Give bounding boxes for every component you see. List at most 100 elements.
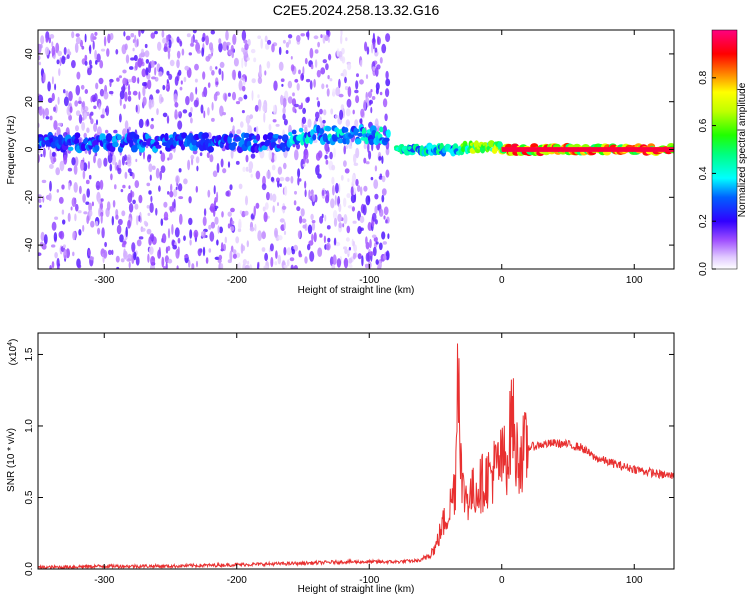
spectrogram-noise-cell [88, 174, 92, 180]
spectrogram-noise-cell [131, 75, 137, 84]
spectrogram-noise-cell [283, 264, 288, 269]
spectrogram-noise-cell [263, 112, 266, 123]
spectrogram-noise-cell [249, 264, 253, 269]
spectrogram-noise-cell [51, 92, 55, 102]
spectrogram-noise-cell [94, 152, 98, 157]
spectrogram-noise-cell [195, 42, 201, 53]
spectrogram-noise-cell [365, 252, 370, 262]
spectrogram-noise-cell [138, 30, 141, 38]
spectrogram-noise-cell [347, 205, 353, 209]
spectrogram-noise-cell [289, 257, 295, 262]
spectrogram-noise-cell [125, 54, 130, 64]
spectrogram-noise-cell [264, 70, 267, 76]
spectrogram-noise-cell [161, 30, 165, 38]
spectrogram-noise-cell [192, 30, 197, 34]
spectrogram-noise-cell [283, 162, 287, 170]
spectrogram-noise-cell [74, 42, 79, 53]
spectrogram-noise-cell [51, 45, 56, 56]
spectrogram-noise-cell [104, 241, 107, 248]
spectrogram-noise-cell [173, 93, 178, 104]
snr-x-tick-label: -300 [94, 575, 114, 586]
spectrogram-noise-cell [372, 32, 375, 43]
spectrogram-noise-cell [138, 236, 144, 240]
spectrogram-noise-cell [176, 265, 179, 269]
spectrogram-noise-cell [207, 189, 211, 198]
spectrogram-noise-cell [145, 59, 150, 64]
spectrogram-noise-cell [90, 95, 93, 103]
spectrogram-noise-cell [373, 179, 379, 190]
spectrogram-noise-cell [45, 116, 50, 120]
snr-x-tick-label: 0 [499, 575, 505, 586]
spectrogram-noise-cell [277, 166, 283, 175]
spectrogram-noise-cell [241, 85, 246, 92]
spectrogram-noise-cell [38, 94, 44, 102]
spectrogram-noise-cell [340, 174, 344, 181]
spectrogram-noise-cell [282, 39, 286, 44]
spectrogram-noise-cell [355, 95, 360, 104]
spectrogram-noise-cell [154, 67, 157, 76]
spectrogram-noise-cell [336, 258, 342, 268]
spectrogram-noise-cell [98, 77, 104, 85]
spectrogram-noise-cell [132, 199, 136, 205]
snr-y-axis-label: SNR (10 * v/v) [6, 428, 17, 492]
spectrogram-noise-cell [116, 224, 122, 235]
spectrogram-noise-cell [38, 194, 42, 198]
spectrogram-noise-cell [131, 242, 136, 253]
spectrogram-noise-cell [230, 226, 235, 232]
spectrogram-noise-cell [66, 54, 70, 59]
spectrogram-noise-cell [219, 226, 223, 234]
spectrogram-noise-cell [59, 160, 65, 172]
spectrogram-noise-cell [262, 104, 268, 112]
spectrogram-noise-cell [343, 257, 349, 269]
spectrogram-noise-cell [72, 251, 75, 257]
spectrogram-noise-cell [275, 250, 278, 259]
spectrogram-noise-cell [84, 54, 88, 62]
spectrogram-noise-cell [297, 168, 301, 178]
spectrogram-noise-cell [240, 121, 244, 128]
colorbar-tick-label: 0.6 [698, 118, 709, 132]
spectrogram-noise-cell [316, 69, 321, 78]
snr-y-tick-label: 0.5 [24, 490, 35, 504]
spectrogram-noise-cell [298, 253, 303, 258]
spectrogram-ridge-cell [169, 137, 174, 144]
spectrogram-noise-cell [181, 48, 185, 56]
spectrogram-noise-cell [294, 149, 299, 161]
spectrogram-noise-cell [121, 243, 126, 248]
spectrogram-noise-cell [101, 227, 105, 239]
spectrogram-noise-cell [237, 228, 242, 233]
spectrogram-noise-cell [327, 75, 330, 80]
spectrogram-noise-cell [222, 112, 227, 116]
spectrogram-noise-cell [273, 80, 278, 91]
spectrogram-noise-cell [340, 73, 344, 77]
spectrogram-noise-cell [148, 190, 152, 195]
spectrogram-noise-cell [224, 236, 227, 244]
spectrogram-noise-cell [240, 243, 244, 254]
spectrogram-noise-cell [309, 251, 315, 262]
spectrogram-noise-cell [285, 50, 289, 54]
spectrogram-noise-cell [162, 37, 167, 44]
spectrogram-ridge-cell [80, 142, 87, 152]
spectrogram-noise-cell [367, 91, 372, 98]
spectrogram-noise-cell [324, 214, 327, 222]
colorbar-tick-label: 0.8 [698, 70, 709, 84]
spectrogram-noise-cell [322, 59, 327, 64]
spectrogram-noise-cell [75, 203, 79, 212]
spectrogram-ridge-cell [94, 144, 100, 152]
spectrogram-ridge-cell [231, 142, 238, 147]
spectrogram-noise-cell [166, 115, 170, 124]
spectrogram-noise-cell [159, 170, 162, 181]
spectrogram-noise-cell [127, 219, 131, 229]
spectrogram-noise-cell [103, 36, 107, 47]
spectrogram-noise-cell [78, 229, 82, 236]
spectrogram-noise-cell [57, 122, 63, 127]
spectrogram-noise-cell [255, 202, 260, 209]
spectrogram-noise-cell [132, 172, 135, 180]
spectrogram-noise-cell [67, 48, 70, 55]
spectrogram-noise-cell [343, 145, 347, 155]
spectrogram-noise-cell [61, 209, 65, 215]
spectrogram-noise-cell [367, 142, 370, 153]
colorbar: 0.0 0.2 0.4 0.6 0.8 Normalized spectral ampl… [698, 29, 748, 276]
spectrogram-x-tick-label: -200 [227, 275, 247, 286]
spectrogram-noise-cell [74, 156, 79, 167]
